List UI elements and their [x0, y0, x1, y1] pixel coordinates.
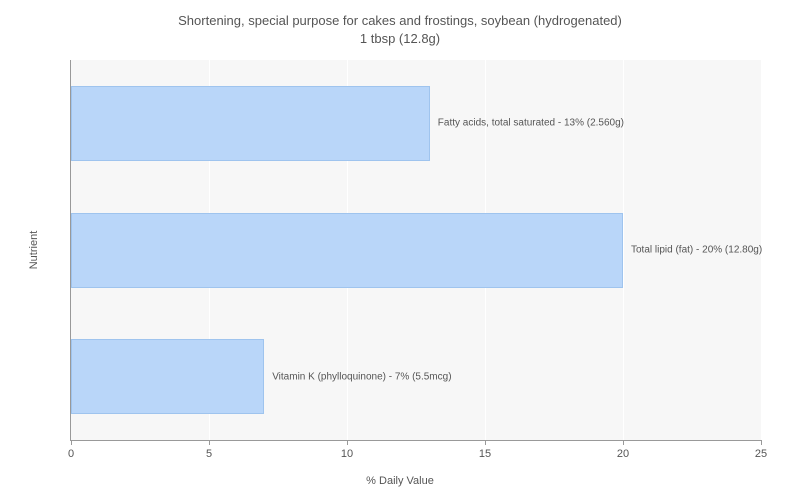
bar	[71, 339, 264, 414]
bar-label: Vitamin K (phylloquinone) - 7% (5.5mcg)	[272, 371, 451, 382]
x-tick-label: 15	[479, 448, 491, 460]
x-tick-mark	[209, 440, 210, 445]
bar-label: Fatty acids, total saturated - 13% (2.56…	[438, 118, 624, 129]
bar	[71, 213, 623, 288]
plot-area: 0510152025Fatty acids, total saturated -…	[70, 60, 761, 441]
x-tick-mark	[71, 440, 72, 445]
x-tick-mark	[347, 440, 348, 445]
x-tick-label: 10	[341, 448, 353, 460]
x-tick-mark	[485, 440, 486, 445]
y-axis-title: Nutrient	[28, 231, 40, 270]
title-line-1: Shortening, special purpose for cakes an…	[178, 13, 622, 28]
x-tick-label: 20	[617, 448, 629, 460]
x-tick-label: 25	[755, 448, 767, 460]
bar	[71, 86, 430, 161]
bar-label: Total lipid (fat) - 20% (12.80g)	[631, 245, 762, 256]
title-line-2: 1 tbsp (12.8g)	[360, 31, 440, 46]
x-axis-title: % Daily Value	[366, 475, 434, 487]
chart-title: Shortening, special purpose for cakes an…	[0, 12, 800, 48]
chart-container: Shortening, special purpose for cakes an…	[0, 0, 800, 500]
x-tick-label: 5	[206, 448, 212, 460]
x-tick-label: 0	[68, 448, 74, 460]
x-tick-mark	[761, 440, 762, 445]
x-tick-mark	[623, 440, 624, 445]
